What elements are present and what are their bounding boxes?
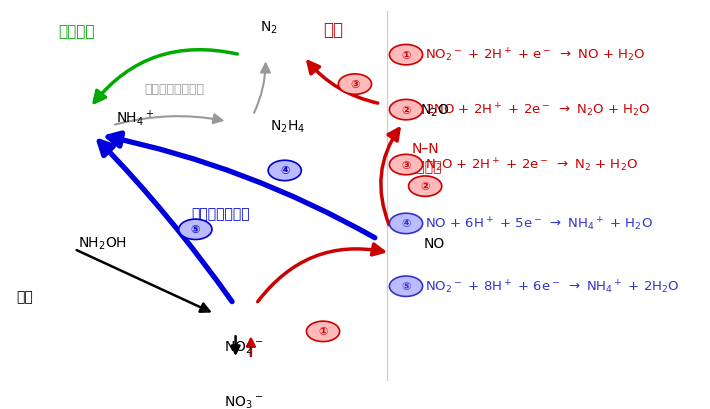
Text: ①: ① (401, 51, 410, 61)
Circle shape (307, 321, 339, 342)
Text: NH$_2$OH: NH$_2$OH (78, 235, 127, 252)
Circle shape (389, 45, 422, 66)
Text: 2NO + 2H$^+$ + 2e$^-$ $\rightarrow$ N$_2$O + H$_2$O: 2NO + 2H$^+$ + 2e$^-$ $\rightarrow$ N$_2… (425, 102, 650, 119)
Text: ⑤: ⑤ (191, 225, 200, 235)
Circle shape (389, 155, 422, 175)
Text: ③: ③ (350, 80, 360, 90)
FancyArrowPatch shape (258, 245, 383, 302)
FancyArrowPatch shape (254, 65, 270, 114)
Circle shape (389, 213, 422, 234)
Text: NO$_3$$^-$: NO$_3$$^-$ (224, 394, 263, 409)
FancyArrowPatch shape (77, 250, 209, 312)
Text: ⑤: ⑤ (401, 281, 410, 292)
Circle shape (389, 100, 422, 121)
Text: NO: NO (424, 236, 445, 250)
Text: ②: ② (401, 106, 410, 115)
Text: NO$_2$$^-$: NO$_2$$^-$ (224, 339, 263, 355)
Text: 窒素還元: 窒素還元 (58, 25, 94, 40)
Text: N$_2$O: N$_2$O (420, 102, 449, 119)
Text: ④: ④ (280, 166, 290, 176)
Text: ④: ④ (401, 219, 410, 229)
Text: アナモックス反応: アナモックス反応 (144, 82, 204, 95)
Text: N$_2$O + 2H$^+$ + 2e$^-$ $\rightarrow$ N$_2$ + H$_2$O: N$_2$O + 2H$^+$ + 2e$^-$ $\rightarrow$ N… (425, 157, 638, 174)
Text: N$_2$H$_4$: N$_2$H$_4$ (271, 118, 305, 134)
Text: NO$_2$$^-$ + 2H$^+$ + e$^-$ $\rightarrow$ NO + H$_2$O: NO$_2$$^-$ + 2H$^+$ + e$^-$ $\rightarrow… (425, 47, 645, 64)
FancyArrowPatch shape (99, 142, 232, 302)
FancyArrowPatch shape (381, 130, 399, 225)
Circle shape (179, 220, 212, 240)
Text: ②: ② (420, 182, 430, 192)
Text: 脱窒: 脱窒 (323, 21, 343, 39)
Text: N$_2$: N$_2$ (260, 20, 278, 36)
Text: NH$_4$$^+$: NH$_4$$^+$ (116, 108, 154, 128)
FancyArrowPatch shape (308, 63, 378, 104)
FancyArrowPatch shape (115, 115, 222, 125)
Circle shape (389, 276, 422, 297)
FancyArrowPatch shape (108, 134, 375, 238)
Circle shape (339, 75, 371, 95)
Text: N–N
結合生成: N–N 結合生成 (408, 141, 442, 173)
Text: アンモニア合成: アンモニア合成 (192, 207, 250, 221)
Circle shape (268, 161, 301, 181)
Text: NO + 6H$^+$ + 5e$^-$ $\rightarrow$ NH$_4$$^+$ + H$_2$O: NO + 6H$^+$ + 5e$^-$ $\rightarrow$ NH$_4… (425, 215, 653, 233)
Text: 硝化: 硝化 (16, 289, 33, 303)
Text: ③: ③ (401, 160, 410, 170)
Text: ①: ① (318, 326, 328, 337)
FancyArrowPatch shape (94, 51, 237, 103)
Circle shape (408, 177, 442, 197)
Text: NO$_2$$^-$ + 8H$^+$ + 6e$^-$ $\rightarrow$ NH$_4$$^+$ + 2H$_2$O: NO$_2$$^-$ + 8H$^+$ + 6e$^-$ $\rightarro… (425, 278, 679, 295)
